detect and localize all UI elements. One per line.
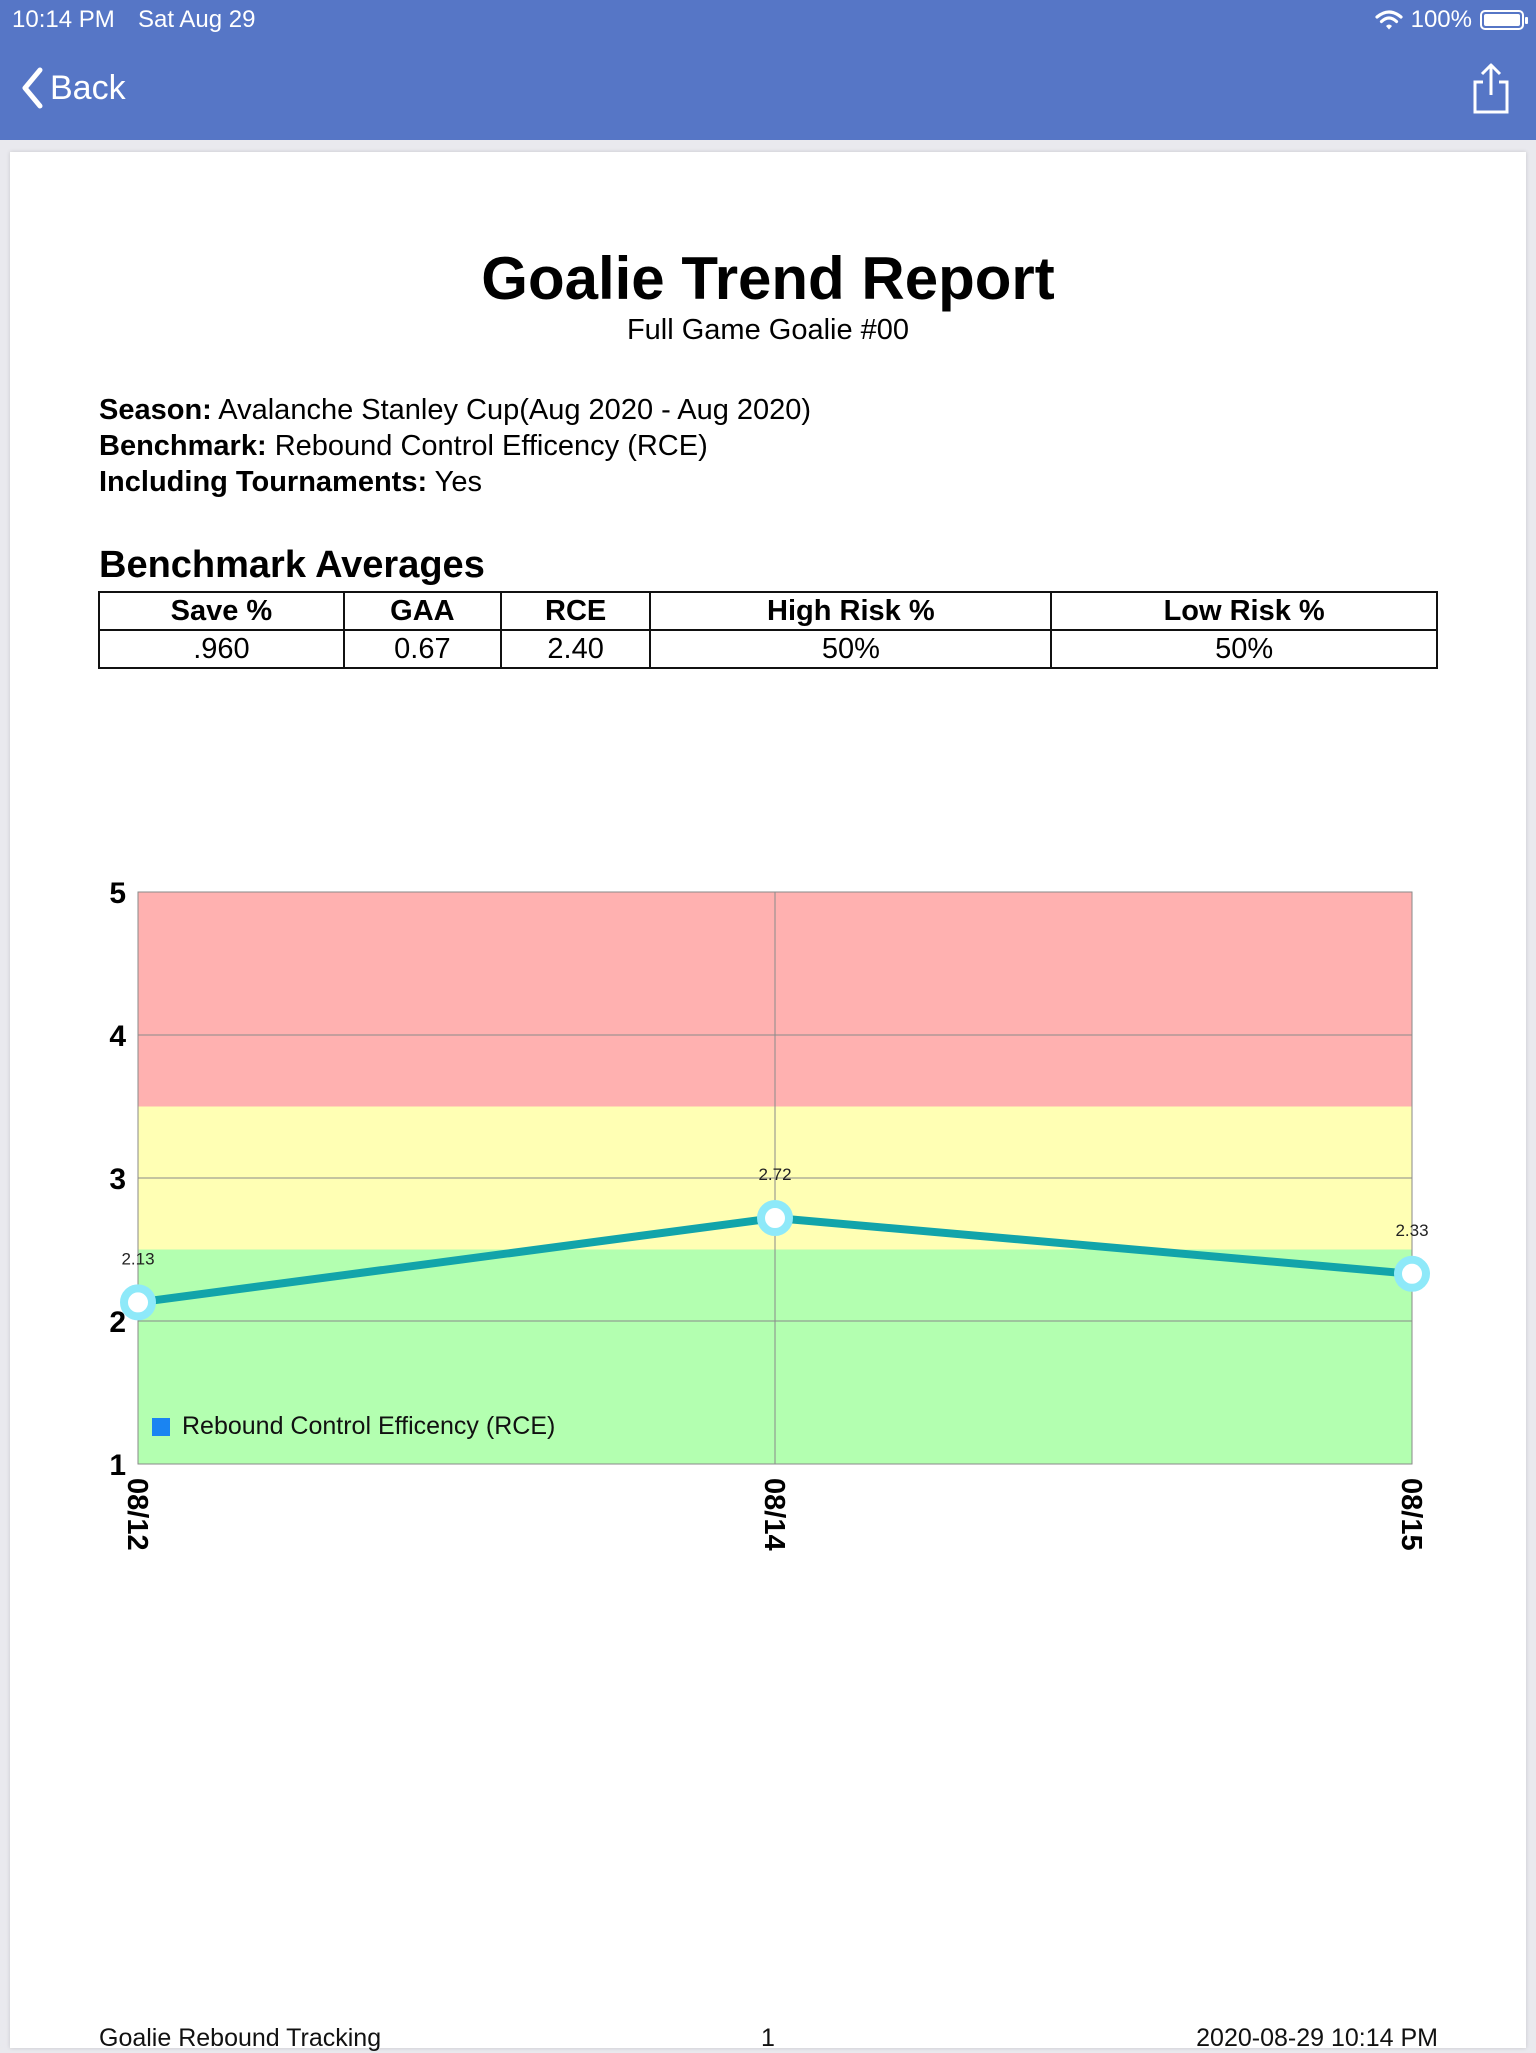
status-date: Sat Aug 29 (138, 6, 256, 33)
value-save-pct: .960 (98, 629, 345, 669)
plot-border (137, 891, 1413, 1465)
benchmark-averages-title: Benchmark Averages (99, 544, 485, 586)
footer-left: Goalie Rebound Tracking (99, 2024, 382, 2052)
back-button[interactable]: Back (20, 66, 126, 110)
value-high-risk: 50% (649, 629, 1053, 669)
data-label: 2.13 (121, 1249, 154, 1268)
legend-swatch (152, 1417, 170, 1436)
x-tick-label: 08/14 (758, 1478, 790, 1551)
x-tick-label: 08/12 (121, 1478, 153, 1551)
back-label: Back (50, 68, 126, 107)
tournaments-value: Yes (434, 466, 482, 498)
benchmark-value: Rebound Control Efficency (RCE) (274, 430, 708, 462)
footer-page-number: 1 (761, 2024, 775, 2052)
footer-timestamp: 2020-08-29 10:14 PM (1196, 2024, 1438, 2052)
report-meta: Season: Avalanche Stanley Cup(Aug 2020 -… (99, 392, 811, 500)
chart-legend: Rebound Control Efficency (RCE) (152, 1412, 555, 1441)
battery-percent: 100% (1410, 6, 1472, 33)
wifi-icon (1375, 10, 1403, 30)
tournaments-line: Including Tournaments: Yes (99, 464, 811, 500)
x-tick-label: 08/15 (1395, 1478, 1427, 1551)
tournaments-label: Including Tournaments: (99, 466, 428, 498)
value-rce: 2.40 (499, 629, 652, 669)
header-high-risk: High Risk % (649, 591, 1053, 631)
season-value: Avalanche Stanley Cup(Aug 2020 - Aug 202… (218, 394, 812, 426)
table-row: .960 0.67 2.40 50% 50% (98, 629, 1438, 669)
table-header-row: Save % GAA RCE High Risk % Low Risk % (98, 591, 1438, 631)
header-gaa: GAA (342, 591, 502, 631)
header-low-risk: Low Risk % (1050, 591, 1438, 631)
data-label: 2.33 (1395, 1221, 1428, 1240)
benchmark-label: Benchmark: (99, 430, 267, 462)
benchmark-averages-table: Save % GAA RCE High Risk % Low Risk % .9… (98, 591, 1438, 669)
rce-trend-chart: 1 2 3 4 5 08/12 08/14 08/15 2.13 2.72 2.33 (109, 877, 1430, 1551)
legend-label: Rebound Control Efficency (RCE) (182, 1412, 556, 1440)
share-icon (1473, 63, 1509, 114)
status-time: 10:14 PM (12, 6, 115, 33)
status-indicators: 100% (1375, 6, 1528, 34)
report-title: Goalie Trend Report (481, 245, 1055, 312)
report-subtitle: Full Game Goalie #00 (626, 314, 910, 346)
data-point (1394, 1255, 1430, 1292)
chevron-left-icon (22, 67, 43, 109)
battery-icon (1480, 10, 1528, 30)
y-tick-label: 3 (109, 1163, 126, 1196)
season-line: Season: Avalanche Stanley Cup(Aug 2020 -… (99, 392, 811, 428)
header-rce: RCE (499, 591, 652, 631)
y-tick-label: 4 (109, 1020, 126, 1053)
season-label: Season: (99, 394, 212, 426)
data-label: 2.72 (758, 1165, 791, 1184)
navigation-bar: 10:14 PM Sat Aug 29 100% Back (0, 0, 1536, 140)
value-gaa: 0.67 (342, 629, 502, 669)
benchmark-line: Benchmark: Rebound Control Efficency (RC… (99, 428, 811, 464)
y-tick-label: 1 (109, 1449, 126, 1482)
data-point (757, 1200, 793, 1237)
y-tick-label: 5 (109, 877, 126, 910)
data-point (120, 1284, 156, 1321)
y-tick-label: 2 (109, 1306, 126, 1339)
report-page: Goalie Trend Report Full Game Goalie #00… (10, 152, 1526, 2052)
header-save-pct: Save % (98, 591, 345, 631)
share-button[interactable] (1470, 62, 1512, 121)
value-low-risk: 50% (1050, 629, 1438, 669)
